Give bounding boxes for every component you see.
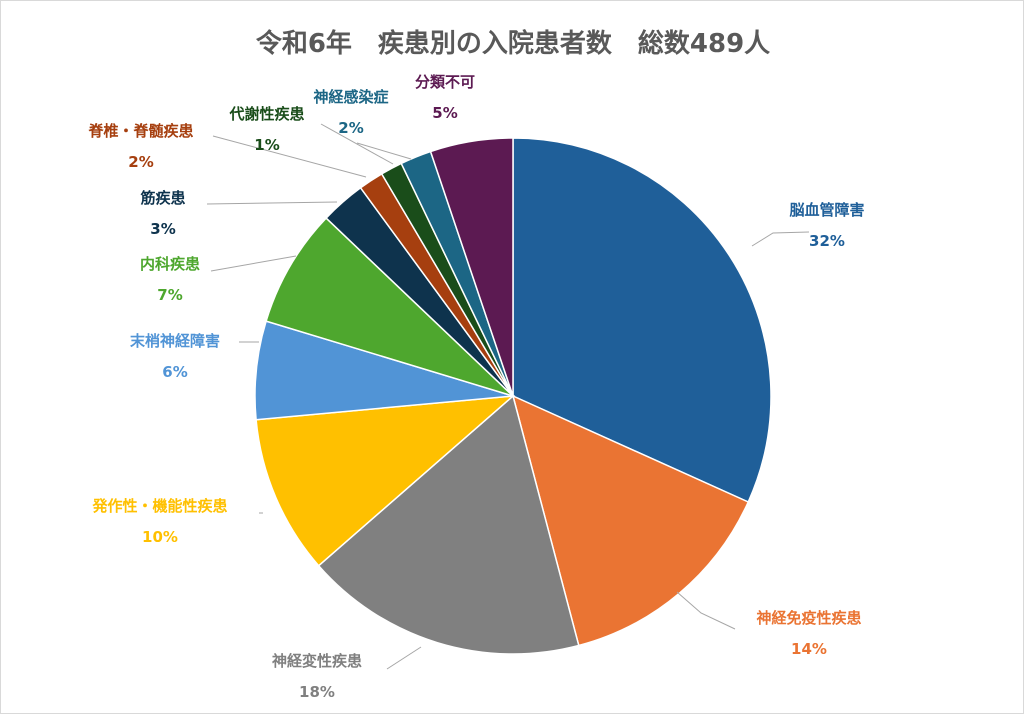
slice-category-label: 脊椎・脊髄疾患 — [87, 122, 193, 140]
slice-percent-label: 32% — [809, 232, 845, 250]
slice-category-label: 末梢神経障害 — [130, 332, 220, 350]
slice-category-label: 発作性・機能性疾患 — [91, 497, 227, 515]
slice-percent-label: 10% — [142, 528, 178, 546]
slice-category-label: 神経変性疾患 — [272, 652, 362, 670]
slice-percent-label: 2% — [128, 153, 153, 171]
slice-category-label: 神経免疫性疾患 — [756, 609, 861, 627]
leader-line — [320, 123, 394, 165]
pie-slice — [265, 217, 514, 397]
pie-slice — [317, 394, 580, 655]
pie-slice — [511, 394, 750, 647]
leader-line — [386, 646, 422, 670]
slice-category-label: 筋疾患 — [139, 189, 185, 207]
leader-line — [212, 135, 367, 178]
leader-line — [751, 231, 810, 247]
leader-line — [206, 201, 338, 205]
slice-category-label: 分類不可 — [415, 73, 475, 91]
slice-percent-label: 5% — [432, 104, 457, 122]
slice-percent-label: 1% — [254, 136, 279, 154]
slice-percent-label: 6% — [162, 363, 187, 381]
leader-line — [676, 591, 736, 630]
slice-percent-label: 2% — [338, 119, 363, 137]
slice-category-label: 神経感染症 — [313, 88, 388, 106]
slice-category-label: 代謝性疾患 — [228, 105, 304, 123]
leader-line — [356, 142, 412, 160]
pie-slice — [512, 137, 772, 503]
chart-title: 令和6年 疾患別の入院患者数 総数489人 — [255, 29, 771, 59]
slice-percent-label: 14% — [791, 640, 827, 658]
pie-slice — [429, 137, 514, 397]
slice-percent-label: 18% — [299, 683, 335, 701]
pie-slice — [255, 395, 516, 567]
slice-category-label: 内科疾患 — [140, 255, 200, 273]
leader-line — [210, 255, 297, 272]
slice-category-label: 脳血管障害 — [789, 201, 864, 219]
slice-percent-label: 3% — [150, 220, 175, 238]
slice-percent-label: 7% — [157, 286, 182, 304]
